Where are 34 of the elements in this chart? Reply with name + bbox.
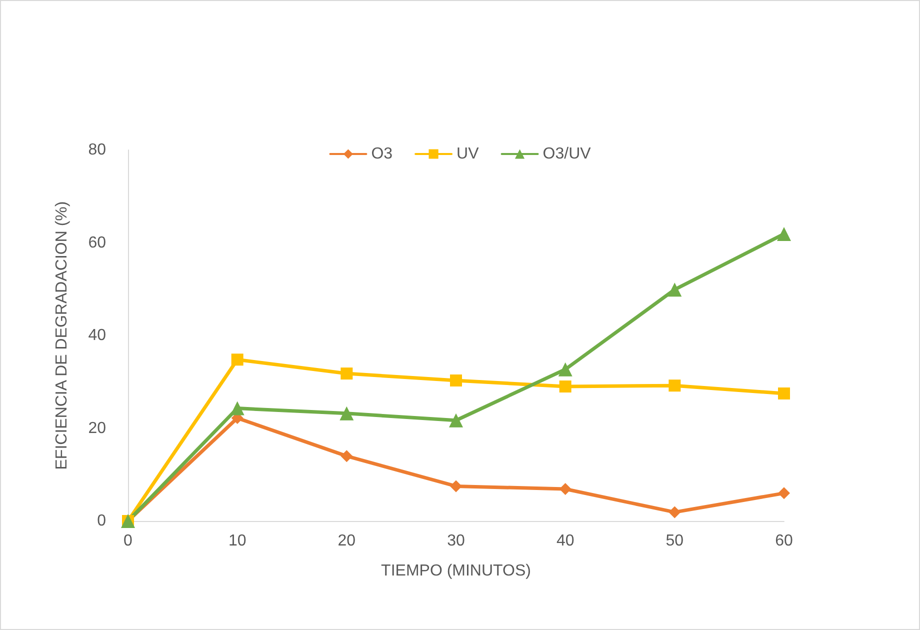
- y-tick-label: 80: [88, 142, 106, 158]
- point: [449, 413, 463, 428]
- point: [778, 487, 790, 500]
- point: [778, 387, 790, 400]
- y-tick-label: 60: [88, 234, 106, 252]
- point: [340, 368, 353, 380]
- point: [559, 483, 572, 495]
- point: [558, 362, 572, 376]
- y-tick-label: 20: [88, 420, 106, 437]
- point: [340, 450, 353, 462]
- point: [450, 374, 462, 386]
- point: [668, 282, 682, 297]
- x-tick-label: 60: [775, 532, 793, 550]
- y-tick-label: 40: [88, 327, 106, 344]
- legend-label: O3: [371, 146, 393, 162]
- point: [668, 380, 681, 392]
- x-tick-label: 0: [124, 532, 133, 550]
- point: [559, 380, 572, 393]
- point: [231, 354, 244, 366]
- legend-label: O3/UV: [542, 146, 592, 162]
- x-tick-label: 30: [447, 532, 465, 550]
- x-tick-label: 40: [556, 532, 574, 550]
- point: [450, 480, 462, 492]
- y-tick-label: 0: [97, 512, 106, 530]
- x-tick-label: 20: [338, 532, 356, 550]
- point: [777, 226, 791, 241]
- point: [340, 406, 354, 420]
- y-axis-title: EFICIENCIA DE DEGRADACION (%): [54, 201, 70, 470]
- point: [668, 506, 681, 518]
- point: [230, 401, 244, 416]
- legend-label: UV: [456, 146, 480, 162]
- x-tick-label: 50: [666, 532, 684, 550]
- x-tick-label: 10: [228, 532, 246, 550]
- x-axis-title: TIEMPO (MINUTOS): [381, 562, 531, 580]
